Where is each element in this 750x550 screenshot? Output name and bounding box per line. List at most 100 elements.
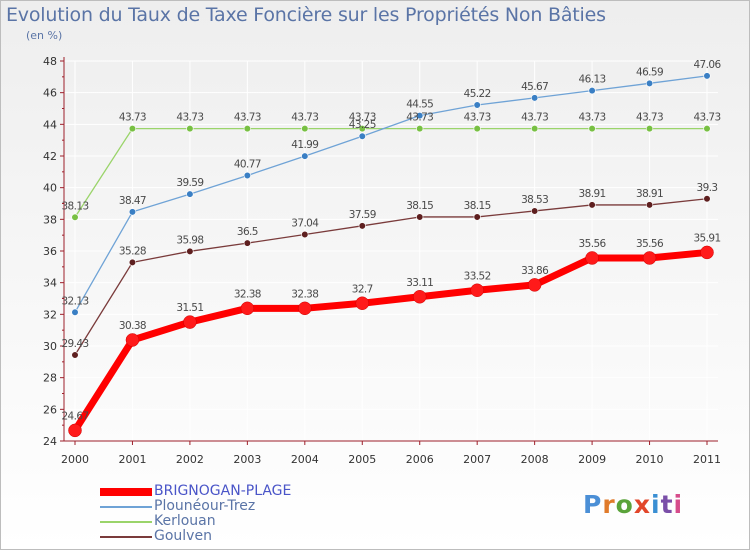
legend-label: BRIGNOGAN-PLAGE bbox=[154, 483, 292, 499]
series-point-2 bbox=[645, 125, 654, 133]
series-point-3 bbox=[588, 201, 596, 209]
series-point-3 bbox=[71, 351, 79, 359]
data-label: 43.73 bbox=[291, 112, 318, 124]
data-label: 38.91 bbox=[636, 188, 663, 200]
y-tick-label: 40 bbox=[43, 182, 57, 195]
series-line-0 bbox=[72, 248, 708, 433]
data-label: 43.73 bbox=[521, 112, 548, 124]
legend: BRIGNOGAN-PLAGE Plounéour-Trez Kerlouan Gou… bbox=[100, 483, 360, 544]
legend-item: Kerlouan bbox=[100, 513, 360, 529]
x-tick-label: 2001 bbox=[118, 453, 146, 466]
data-label: 32.38 bbox=[234, 288, 261, 300]
data-label: 37.04 bbox=[291, 218, 319, 230]
data-label: 47.06 bbox=[693, 59, 721, 71]
series-point-2 bbox=[71, 213, 79, 221]
data-label: 45.67 bbox=[521, 81, 548, 93]
y-tick-label: 44 bbox=[43, 118, 57, 131]
x-tick-label: 2004 bbox=[291, 453, 319, 466]
series-point-1 bbox=[358, 132, 366, 140]
series-point-0 bbox=[240, 301, 255, 316]
x-tick-label: 2003 bbox=[233, 453, 261, 466]
legend-label: Plounéour-Trez bbox=[154, 498, 256, 514]
data-label: 35.98 bbox=[176, 234, 203, 246]
data-label: 37.59 bbox=[349, 209, 376, 221]
legend-label: Goulven bbox=[154, 528, 212, 544]
series-point-2 bbox=[588, 125, 596, 133]
data-label: 43.73 bbox=[406, 112, 433, 124]
data-label: 36.5 bbox=[237, 226, 258, 238]
y-tick-label: 38 bbox=[43, 213, 57, 226]
data-label: 24.67 bbox=[61, 410, 88, 422]
data-label: 41.99 bbox=[291, 139, 318, 151]
data-label: 30.38 bbox=[119, 320, 146, 332]
series-point-1 bbox=[703, 72, 711, 80]
x-tick-label: 2006 bbox=[406, 453, 434, 466]
x-tick-label: 2005 bbox=[348, 453, 376, 466]
chart-title: Evolution du Taux de Taxe Foncière sur l… bbox=[6, 4, 606, 26]
data-label: 44.55 bbox=[406, 99, 433, 111]
series-point-0 bbox=[183, 315, 197, 329]
x-tick-label: 2009 bbox=[578, 453, 606, 466]
data-label: 38.15 bbox=[464, 200, 491, 212]
series-point-1 bbox=[301, 152, 309, 160]
data-label: 33.11 bbox=[406, 277, 433, 289]
series-point-0 bbox=[355, 296, 370, 310]
data-label: 40.77 bbox=[234, 158, 261, 170]
y-tick-label: 24 bbox=[43, 435, 57, 448]
series-point-0 bbox=[700, 245, 714, 260]
series-point-3 bbox=[128, 258, 137, 267]
y-tick-label: 30 bbox=[43, 340, 57, 353]
series-point-3 bbox=[473, 213, 481, 221]
series-point-3 bbox=[703, 195, 711, 203]
data-label: 38.15 bbox=[406, 200, 433, 212]
legend-swatch bbox=[100, 521, 152, 523]
data-label: 43.73 bbox=[119, 112, 146, 124]
y-tick-label: 32 bbox=[43, 308, 57, 321]
y-tick-label: 26 bbox=[43, 403, 57, 416]
series-point-2 bbox=[186, 125, 194, 133]
data-label: 39.3 bbox=[697, 182, 718, 194]
data-label: 38.47 bbox=[119, 195, 146, 207]
data-label: 43.25 bbox=[349, 119, 376, 131]
data-label: 43.73 bbox=[693, 112, 720, 124]
data-label: 38.91 bbox=[579, 188, 606, 200]
legend-swatch bbox=[100, 488, 152, 496]
y-tick-label: 42 bbox=[43, 150, 57, 163]
series-point-1 bbox=[645, 79, 654, 87]
data-label: 43.73 bbox=[464, 112, 491, 124]
data-label: 43.73 bbox=[349, 112, 376, 124]
series-point-2 bbox=[358, 125, 366, 133]
series-point-1 bbox=[588, 87, 596, 95]
series-point-1 bbox=[473, 101, 481, 109]
data-label: 43.73 bbox=[234, 112, 261, 124]
series-point-3 bbox=[243, 239, 251, 247]
series-point-3 bbox=[186, 247, 194, 255]
series-point-0 bbox=[298, 301, 312, 316]
data-label: 33.52 bbox=[464, 270, 491, 282]
series-point-1 bbox=[128, 208, 137, 216]
series-point-2 bbox=[473, 125, 481, 133]
series-point-3 bbox=[416, 213, 424, 221]
data-label: 35.28 bbox=[119, 245, 146, 257]
data-label: 35.91 bbox=[693, 232, 720, 244]
series-line-1 bbox=[74, 75, 708, 313]
legend-label: Kerlouan bbox=[154, 513, 216, 529]
legend-swatch bbox=[100, 506, 152, 508]
data-label: 43.73 bbox=[579, 112, 606, 124]
x-tick-label: 2010 bbox=[636, 453, 664, 466]
legend-item: BRIGNOGAN-PLAGE bbox=[100, 483, 360, 499]
data-label: 29.43 bbox=[61, 338, 88, 350]
data-label: 35.56 bbox=[636, 238, 664, 250]
legend-swatch bbox=[100, 536, 152, 538]
series-point-1 bbox=[186, 190, 194, 198]
series-point-0 bbox=[585, 251, 599, 265]
series-point-0 bbox=[412, 290, 427, 304]
data-label: 45.22 bbox=[464, 88, 491, 100]
series-point-1 bbox=[243, 171, 251, 180]
data-label: 31.51 bbox=[176, 302, 203, 314]
chart-subtitle: (en %) bbox=[26, 29, 63, 42]
data-label: 35.56 bbox=[579, 238, 607, 250]
data-label: 32.38 bbox=[291, 288, 318, 300]
y-tick-label: 46 bbox=[43, 87, 57, 100]
data-label: 46.59 bbox=[636, 66, 663, 78]
